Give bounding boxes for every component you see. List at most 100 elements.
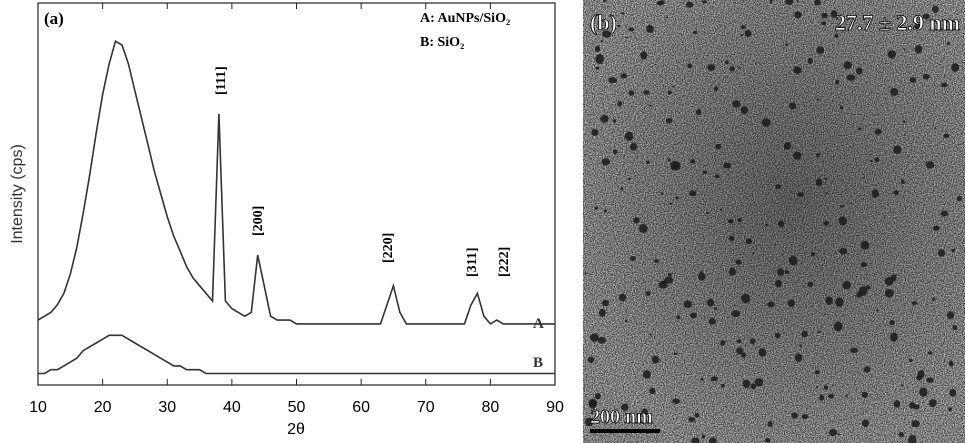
- particle: [796, 0, 799, 2]
- particle: [874, 128, 882, 135]
- particle: [737, 339, 742, 344]
- particle: [612, 149, 618, 155]
- x-tick-label: 70: [417, 399, 435, 416]
- particle: [729, 66, 735, 72]
- tem-grain: [583, 0, 965, 443]
- y-axis-label: Intensity (cps): [9, 144, 26, 244]
- particle: [641, 408, 648, 417]
- particle: [828, 393, 835, 399]
- particle: [613, 119, 617, 123]
- particle: [952, 324, 958, 331]
- particle: [860, 240, 870, 250]
- particle: [754, 378, 764, 387]
- particle: [735, 259, 742, 265]
- particle: [669, 202, 672, 205]
- particle: [787, 299, 795, 307]
- particle: [824, 177, 828, 181]
- particle: [901, 384, 904, 387]
- particle: [701, 434, 706, 439]
- particle: [764, 438, 771, 443]
- x-tick-label: 50: [288, 399, 306, 416]
- x-tick-label: 10: [29, 399, 47, 416]
- particle: [919, 387, 928, 397]
- particle: [708, 318, 716, 325]
- particle: [823, 220, 829, 226]
- particle: [584, 272, 587, 275]
- particle: [785, 0, 794, 5]
- particle: [925, 161, 935, 169]
- particle: [833, 321, 843, 332]
- particle: [620, 73, 628, 79]
- particle: [948, 360, 954, 367]
- particle: [736, 347, 743, 355]
- particle: [858, 127, 862, 131]
- particle: [621, 12, 625, 15]
- particle: [728, 267, 736, 276]
- particle: [842, 280, 851, 290]
- particle: [714, 307, 718, 311]
- particle: [752, 252, 755, 255]
- particle: [932, 5, 939, 14]
- particle: [844, 394, 848, 397]
- particle: [683, 300, 692, 308]
- particle: [777, 268, 785, 276]
- particle: [890, 332, 898, 342]
- particle: [646, 24, 654, 34]
- particle: [956, 195, 962, 201]
- particle: [745, 238, 753, 245]
- particle: [646, 160, 650, 165]
- particle: [706, 211, 710, 215]
- particle: [893, 400, 901, 408]
- particle: [890, 274, 897, 282]
- particles: [584, 0, 962, 443]
- particle: [846, 74, 856, 81]
- particle: [893, 145, 902, 155]
- particle: [761, 118, 771, 127]
- legend-entry: A: AuNPs/SiO₂: [420, 11, 510, 26]
- particle: [908, 358, 913, 362]
- plot-frame: [37, 2, 556, 386]
- particle: [784, 43, 789, 46]
- particle: [602, 299, 609, 307]
- particle: [932, 225, 940, 231]
- particle: [941, 82, 948, 88]
- particle: [830, 10, 838, 18]
- particle: [688, 416, 695, 423]
- particle: [617, 24, 621, 28]
- scale-bar-label: 200 nm: [590, 406, 653, 428]
- particle: [765, 223, 769, 227]
- peak-annotation: [220]: [381, 233, 396, 263]
- particle: [620, 403, 629, 411]
- particle: [742, 379, 751, 389]
- particle: [645, 291, 651, 297]
- particle: [825, 192, 828, 194]
- particle: [649, 387, 656, 395]
- particle: [649, 333, 652, 336]
- particle: [740, 106, 749, 114]
- particle: [643, 90, 650, 95]
- particle: [911, 301, 918, 306]
- particle: [603, 209, 607, 213]
- particle: [927, 351, 933, 355]
- particle: [861, 391, 868, 398]
- particle: [600, 40, 604, 43]
- particle: [769, 0, 773, 3]
- particle: [850, 347, 858, 354]
- particle: [767, 421, 773, 428]
- particle: [889, 320, 895, 326]
- particle: [657, 0, 665, 6]
- particle: [740, 34, 743, 37]
- particle: [777, 220, 785, 228]
- particle: [814, 0, 821, 6]
- particle: [633, 217, 640, 224]
- particle: [661, 280, 666, 285]
- particle: [740, 25, 746, 30]
- particle: [909, 402, 915, 409]
- particle: [594, 393, 602, 400]
- particle: [602, 30, 611, 38]
- particle: [932, 297, 936, 301]
- particle: [946, 311, 955, 319]
- size-label: 27.7 ± 2.9 nm: [835, 10, 960, 35]
- particle: [598, 308, 606, 317]
